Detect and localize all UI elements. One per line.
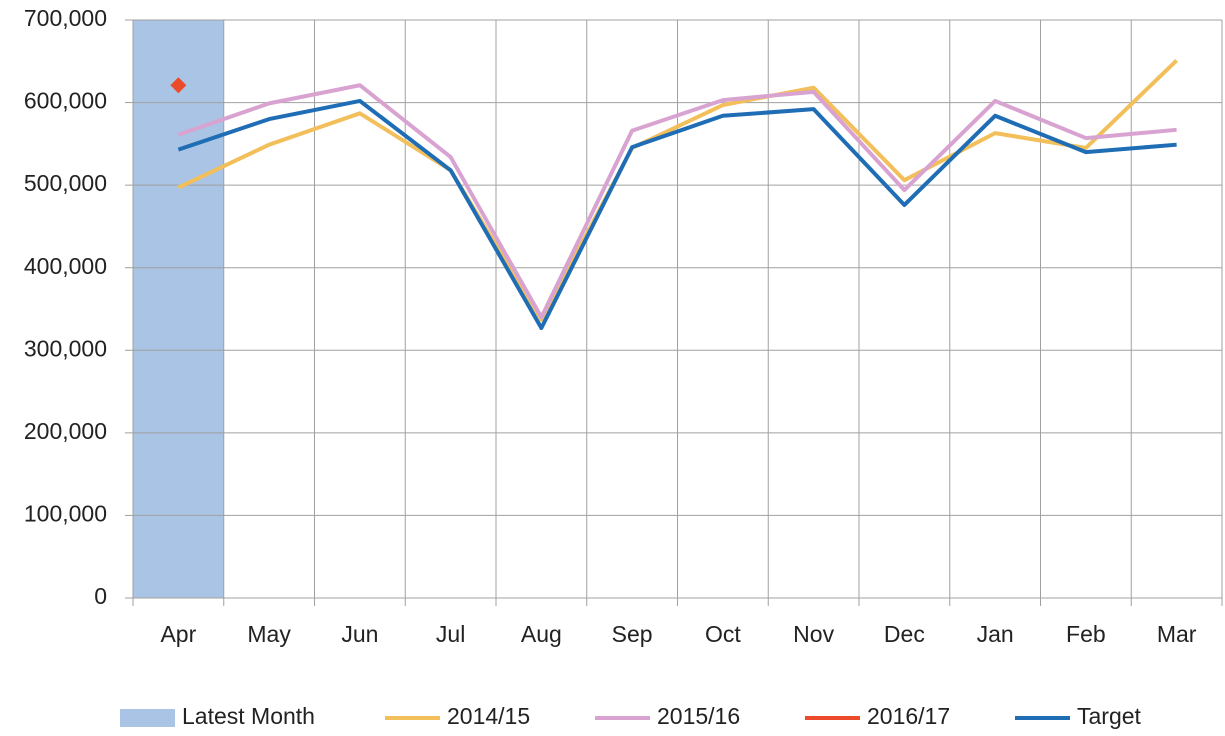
x-tick-label: May	[247, 621, 291, 647]
x-tick-label: Aug	[521, 621, 562, 647]
point-marker	[170, 77, 187, 94]
bar	[133, 20, 224, 598]
x-tick-label: Sep	[612, 621, 653, 647]
x-tick-label: Nov	[793, 621, 834, 647]
y-tick-label: 400,000	[24, 253, 107, 279]
legend-swatch	[120, 709, 175, 727]
series-line	[177, 59, 1179, 322]
y-tick-label: 0	[94, 583, 107, 609]
series-line	[177, 98, 1177, 330]
x-tick-label: Jan	[977, 621, 1014, 647]
x-tick-label: Dec	[884, 621, 925, 647]
x-tick-label: Feb	[1066, 621, 1106, 647]
y-tick-label: 200,000	[24, 418, 107, 444]
legend-label: 2015/16	[657, 703, 740, 729]
y-tick-label: 100,000	[24, 501, 107, 527]
y-tick-label: 500,000	[24, 170, 107, 196]
y-tick-label: 600,000	[24, 88, 107, 114]
legend-label: 2016/17	[867, 703, 950, 729]
x-tick-label: Mar	[1157, 621, 1197, 647]
x-tick-label: Jun	[341, 621, 378, 647]
legend-label: 2014/15	[447, 703, 530, 729]
y-tick-label: 700,000	[24, 5, 107, 31]
series-line	[177, 83, 1177, 320]
legend-label: Target	[1077, 703, 1142, 729]
x-tick-label: Apr	[160, 621, 196, 647]
x-tick-label: Oct	[705, 621, 741, 647]
legend-label: Latest Month	[182, 703, 315, 729]
y-tick-label: 300,000	[24, 335, 107, 361]
x-tick-label: Jul	[436, 621, 465, 647]
